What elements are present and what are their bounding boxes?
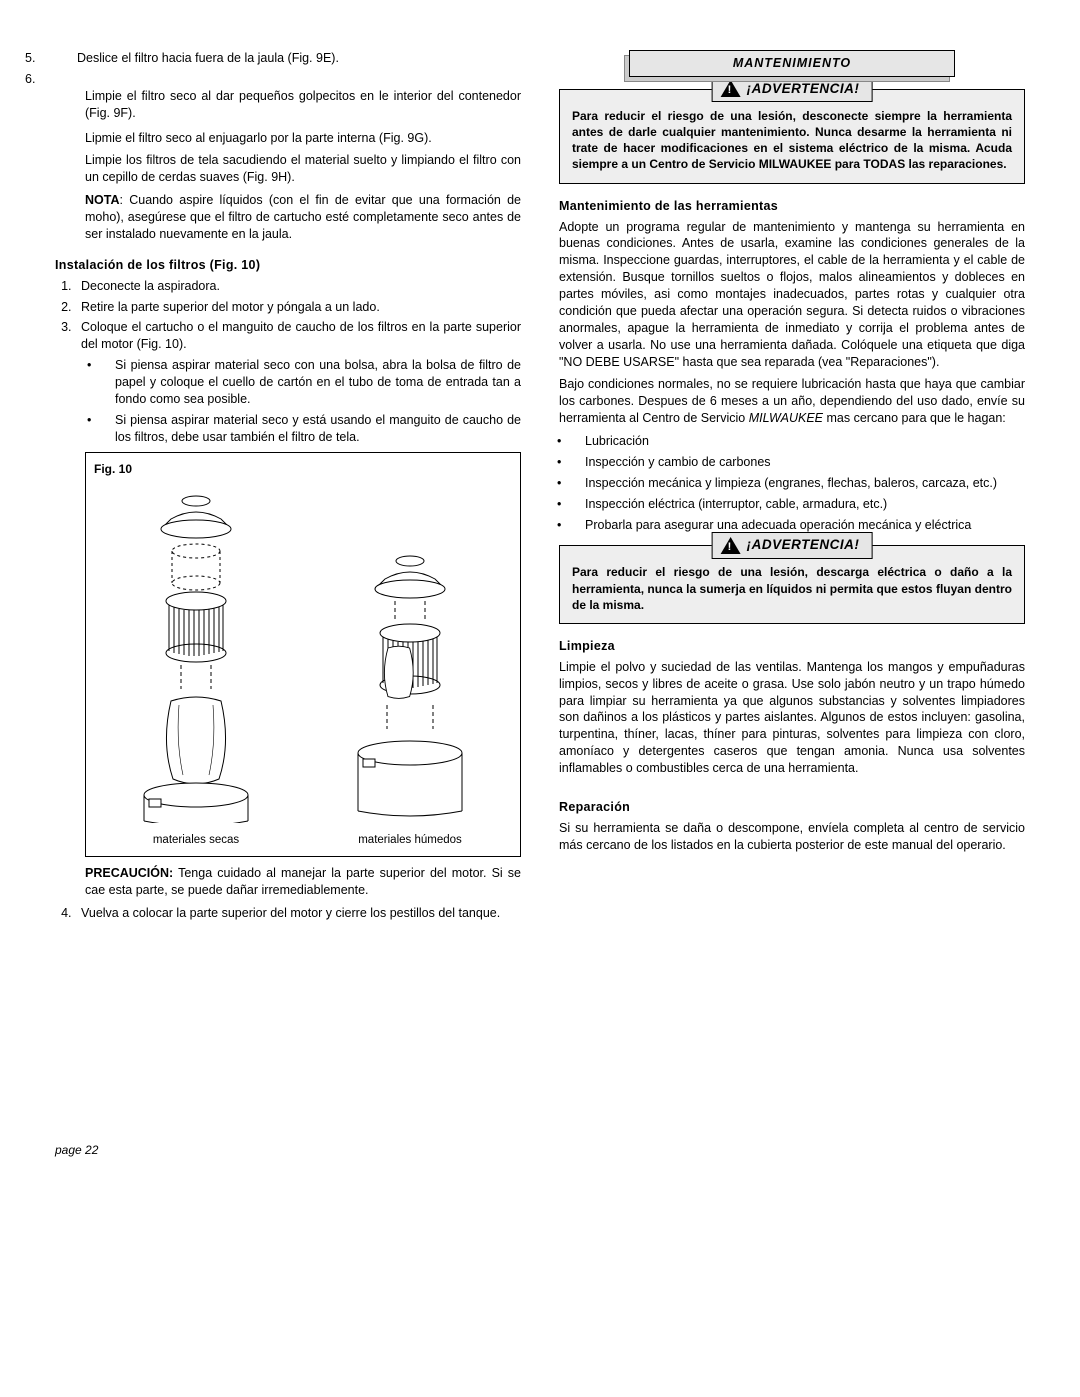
mant-p1: Adopte un programa regular de mantenimie… <box>559 219 1025 371</box>
mant-p2-c: mas cercano para que le hagan: <box>823 411 1006 425</box>
warning-box-2: ¡ADVERTENCIA! Para reducir el riesgo de … <box>559 545 1025 624</box>
step-6-text: Limpie el filtro seco al dar pequeños go… <box>85 88 521 122</box>
warning-triangle-icon <box>721 80 741 97</box>
install-step-1: Deconecte la aspiradora. <box>75 278 521 295</box>
warning-1-text: Para reducir el riesgo de una lesión, de… <box>572 108 1012 173</box>
maintenance-heading-wrap: MANTENIMIENTO <box>629 50 955 77</box>
mant-p2: Bajo condiciones normales, no se requier… <box>559 376 1025 427</box>
diag-col-dry: materiales secas <box>121 483 271 849</box>
install-step-3: Coloque el cartucho o el manguito de cau… <box>75 319 521 445</box>
maintenance-heading: MANTENIMIENTO <box>629 50 955 77</box>
warning-2-text: Para reducir el riesgo de una lesión, de… <box>572 564 1012 613</box>
precaucion-label: PRECAUCIÓN: <box>85 866 173 880</box>
mant-bullet-list: Lubricación Inspección y cambio de carbo… <box>559 433 1025 533</box>
step-4: Vuelva a colocar la parte superior del m… <box>75 905 521 922</box>
step-6: Limpie el filtro seco al dar pequeños go… <box>55 71 521 243</box>
mant-bullet-1: Lubricación <box>559 433 1025 450</box>
mant-bullet-2: Inspección y cambio de carbones <box>559 454 1025 471</box>
nota-text: : Cuando aspire líquidos (con el fin de … <box>85 193 521 241</box>
sub-bullet-1: Si piensa aspirar material seco con una … <box>89 357 521 408</box>
page-footer: page 22 <box>55 1142 521 1158</box>
left-column: Deslice el filtro hacia fuera de la jaul… <box>55 50 521 1158</box>
warning-triangle-icon <box>721 537 741 554</box>
warning-box-1: ¡ADVERTENCIA! Para reducir el riesgo de … <box>559 89 1025 184</box>
install-step-3-text: Coloque el cartucho o el manguito de cau… <box>81 320 521 351</box>
reparacion-text: Si su herramienta se daña o descompone, … <box>559 820 1025 854</box>
sub-bullet-2: Si piensa aspirar material seco y está u… <box>89 412 521 446</box>
figure-10-diagram: materiales secas <box>94 483 512 849</box>
nota-label: NOTA <box>85 193 120 207</box>
wet-filter-icon <box>335 543 485 823</box>
nota-paragraph: NOTA: Cuando aspire líquidos (con el fin… <box>85 192 521 243</box>
figure-10-label: Fig. 10 <box>94 461 512 477</box>
fig-cap-dry: materiales secas <box>153 833 239 849</box>
figure-10-box: Fig. 10 <box>85 452 521 858</box>
step-6-sub-1: Lipmie el filtro seco al enjuagarlo por … <box>85 130 521 147</box>
warning-label-1: ¡ADVERTENCIA! <box>747 80 860 98</box>
right-column: MANTENIMIENTO ¡ADVERTENCIA! Para reducir… <box>559 50 1025 1158</box>
step-5-text: Deslice el filtro hacia fuera de la jaul… <box>77 51 339 65</box>
mant-title: Mantenimiento de las herramientas <box>559 198 1025 215</box>
install-step-2: Retire la parte superior del motor y pón… <box>75 299 521 316</box>
warning-pill-2: ¡ADVERTENCIA! <box>712 532 873 558</box>
mant-bullet-4: Inspección eléctrica (interruptor, cable… <box>559 496 1025 513</box>
fig-cap-wet: materiales húmedos <box>358 833 462 849</box>
warning-label-2: ¡ADVERTENCIA! <box>747 536 860 554</box>
diag-col-wet: materiales húmedos <box>335 543 485 849</box>
install-ordered-list: Deconecte la aspiradora. Retire la parte… <box>55 278 521 446</box>
step-5: Deslice el filtro hacia fuera de la jaul… <box>55 50 521 67</box>
two-column-layout: Deslice el filtro hacia fuera de la jaul… <box>55 50 1025 1158</box>
step-4-list: Vuelva a colocar la parte superior del m… <box>55 905 521 922</box>
dry-filter-icon <box>121 483 271 823</box>
step-6-sub-2: Limpie los filtros de tela sacudiendo el… <box>85 152 521 186</box>
mant-bullet-5: Probarla para asegurar una adecuada oper… <box>559 517 1025 534</box>
limpieza-title: Limpieza <box>559 638 1025 655</box>
mant-bullet-3: Inspección mecánica y limpieza (engranes… <box>559 475 1025 492</box>
top-ordered-list: Deslice el filtro hacia fuera de la jaul… <box>55 50 521 243</box>
precaucion-paragraph: PRECAUCIÓN: Tenga cuidado al manejar la … <box>85 865 521 899</box>
install-title: Instalación de los filtros (Fig. 10) <box>55 257 521 274</box>
mant-p2-b: MILWAUKEE <box>749 411 823 425</box>
install-sub-bullets: Si piensa aspirar material seco con una … <box>89 357 521 445</box>
reparacion-title: Reparación <box>559 799 1025 816</box>
limpieza-text: Limpie el polvo y suciedad de las ventil… <box>559 659 1025 777</box>
